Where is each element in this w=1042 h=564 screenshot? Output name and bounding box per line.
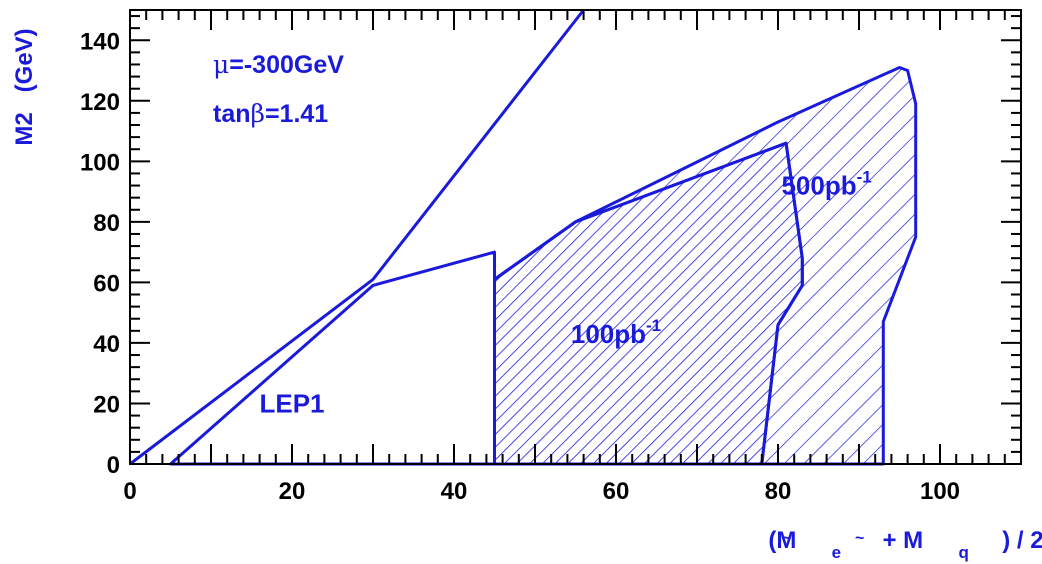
annotation-100pb: 100pb-1 — [571, 316, 661, 349]
x-axis-label-sub2: q — [959, 543, 969, 562]
y-tick-label: 60 — [93, 270, 120, 297]
x-axis-label: (M e + M q ) / 2 (GeV) — [735, 527, 1042, 564]
mu-value: =-300GeV — [229, 51, 344, 79]
x-axis-label-plus: + M — [882, 527, 923, 554]
x-tick-label: 80 — [765, 478, 792, 505]
mu-symbol: μ — [213, 50, 229, 79]
annotation-500pb: 500pb-1 — [781, 168, 871, 201]
x-tick-label: 60 — [603, 478, 630, 505]
y-tick-label: 120 — [80, 89, 120, 116]
x-axis-label-tilde-1: ~ — [782, 530, 791, 547]
y-tick-label: 100 — [80, 149, 120, 176]
region-100pb-1-polygon — [493, 141, 804, 466]
lines-layer — [129, 9, 585, 466]
y-tick-label: 20 — [93, 391, 120, 418]
beta-symbol: β — [251, 99, 265, 128]
y-tick-label: 140 — [80, 28, 120, 55]
x-axis-label-suffix: ) / 2 (GeV) — [1002, 527, 1042, 554]
plot-frame — [129, 9, 1022, 465]
mu-parameter-label: μ=-300GeV — [213, 50, 344, 79]
ticks-layer — [129, 10, 1022, 465]
x-axis-label-prefix: (M — [768, 527, 796, 554]
y-axis-label: M2 (GeV) — [11, 28, 38, 145]
region-lep1-polygon — [169, 250, 496, 466]
tan-prefix: tan — [213, 100, 251, 128]
tick-labels-layer: 0 20 40 60 80 100 0 20 40 60 80 100 120 140 — [80, 28, 960, 505]
tanbeta-parameter-label: tanβ=1.41 — [213, 99, 328, 128]
tanbeta-value: =1.41 — [265, 100, 328, 128]
x-tick-label: 40 — [441, 478, 468, 505]
x-tick-label: 20 — [279, 478, 306, 505]
y-tick-label: 0 — [107, 452, 120, 479]
y-tick-label: 80 — [93, 210, 120, 237]
x-axis-label-sub1: e — [832, 543, 841, 562]
annotations-layer: LEP1 100pb-1 500pb-1 — [259, 168, 871, 419]
x-axis-label-tilde-2: ~ — [855, 530, 864, 547]
series-layer — [169, 66, 918, 466]
x-tick-label: 0 — [123, 478, 136, 505]
limit-line-1 — [129, 9, 585, 466]
y-tick-label: 40 — [93, 331, 120, 358]
x-tick-label: 100 — [920, 478, 960, 505]
annotation-lep1: LEP1 — [259, 389, 324, 419]
